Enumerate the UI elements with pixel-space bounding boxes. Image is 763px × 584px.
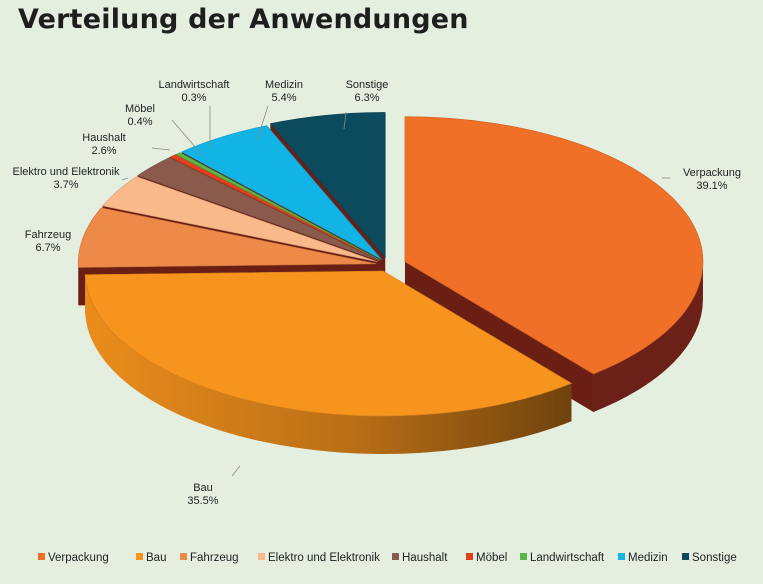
pie-slice-haushalt[interactable] [137, 157, 380, 261]
pie-slice-verpackung[interactable] [404, 116, 704, 375]
slice-value-7: 5.4% [271, 92, 296, 104]
slice-label-6: Landwirtschaft [159, 79, 230, 91]
pie-slice-sonstige[interactable] [269, 112, 386, 259]
legend-label-4: Haushalt [402, 552, 448, 564]
legend-swatch-3 [258, 553, 265, 560]
pie-slice-outer-0-0 [593, 261, 703, 412]
slice-label-1: Bau [193, 482, 213, 494]
legend-swatch-4 [392, 553, 399, 560]
legend-label-6: Landwirtschaft [530, 552, 605, 564]
slice-value-1: 35.5% [187, 495, 218, 507]
legend-swatch-6 [520, 553, 527, 560]
legend: Verpackung Bau Fahrzeug Elektro und Elektro… [38, 552, 737, 564]
pie-tops [77, 112, 704, 417]
slice-label-3: Elektro und Elektronik [13, 166, 120, 178]
slice-label-0: Verpackung [683, 167, 741, 179]
legend-swatch-7 [618, 553, 625, 560]
slice-label-8: Sonstige [346, 79, 389, 91]
pie-slice-elektro-und-elektronik[interactable] [102, 176, 378, 263]
legend-label-0: Verpackung [48, 552, 109, 564]
leader-line-5 [171, 119, 203, 156]
legend-swatch-0 [38, 553, 45, 560]
slice-value-8: 6.3% [354, 92, 379, 104]
legend-label-5: Möbel [476, 552, 507, 564]
leader-line-1 [231, 465, 241, 477]
chart-title: Verteilung der Anwendungen [18, 4, 469, 35]
pie-slice-fahrzeug[interactable] [77, 207, 377, 268]
pie-slice-bau[interactable] [84, 270, 573, 417]
legend-label-8: Sonstige [692, 552, 737, 564]
slice-label-7: Medizin [265, 79, 303, 91]
legend-swatch-8 [682, 553, 689, 560]
legend-label-7: Medizin [628, 552, 668, 564]
slice-value-0: 39.1% [696, 180, 727, 192]
slice-label-5: Möbel [125, 103, 155, 115]
leader-lines [121, 105, 670, 477]
leader-line-3 [121, 177, 129, 181]
legend-swatch-2 [180, 553, 187, 560]
leader-line-8 [343, 111, 347, 130]
pie-slice-medizin[interactable] [181, 125, 382, 260]
legend-swatch-5 [466, 553, 473, 560]
legend-label-3: Elektro und Elektronik [268, 552, 380, 564]
legend-swatch-1 [136, 553, 143, 560]
pie-slice-outer-1-0 [85, 274, 572, 454]
leader-line-7 [256, 105, 269, 141]
slice-value-2: 6.7% [35, 242, 60, 254]
pie-slice-landwirtschaft[interactable] [175, 152, 381, 261]
legend-label-2: Fahrzeug [190, 552, 239, 564]
legend-label-1: Bau [146, 552, 166, 564]
slice-value-4: 2.6% [91, 145, 116, 157]
slice-value-6: 0.3% [181, 92, 206, 104]
slice-label-2: Fahrzeug [25, 229, 71, 241]
slice-value-5: 0.4% [127, 116, 152, 128]
leader-line-4 [151, 147, 171, 151]
slice-value-3: 3.7% [53, 179, 78, 191]
slice-label-4: Haushalt [82, 132, 125, 144]
